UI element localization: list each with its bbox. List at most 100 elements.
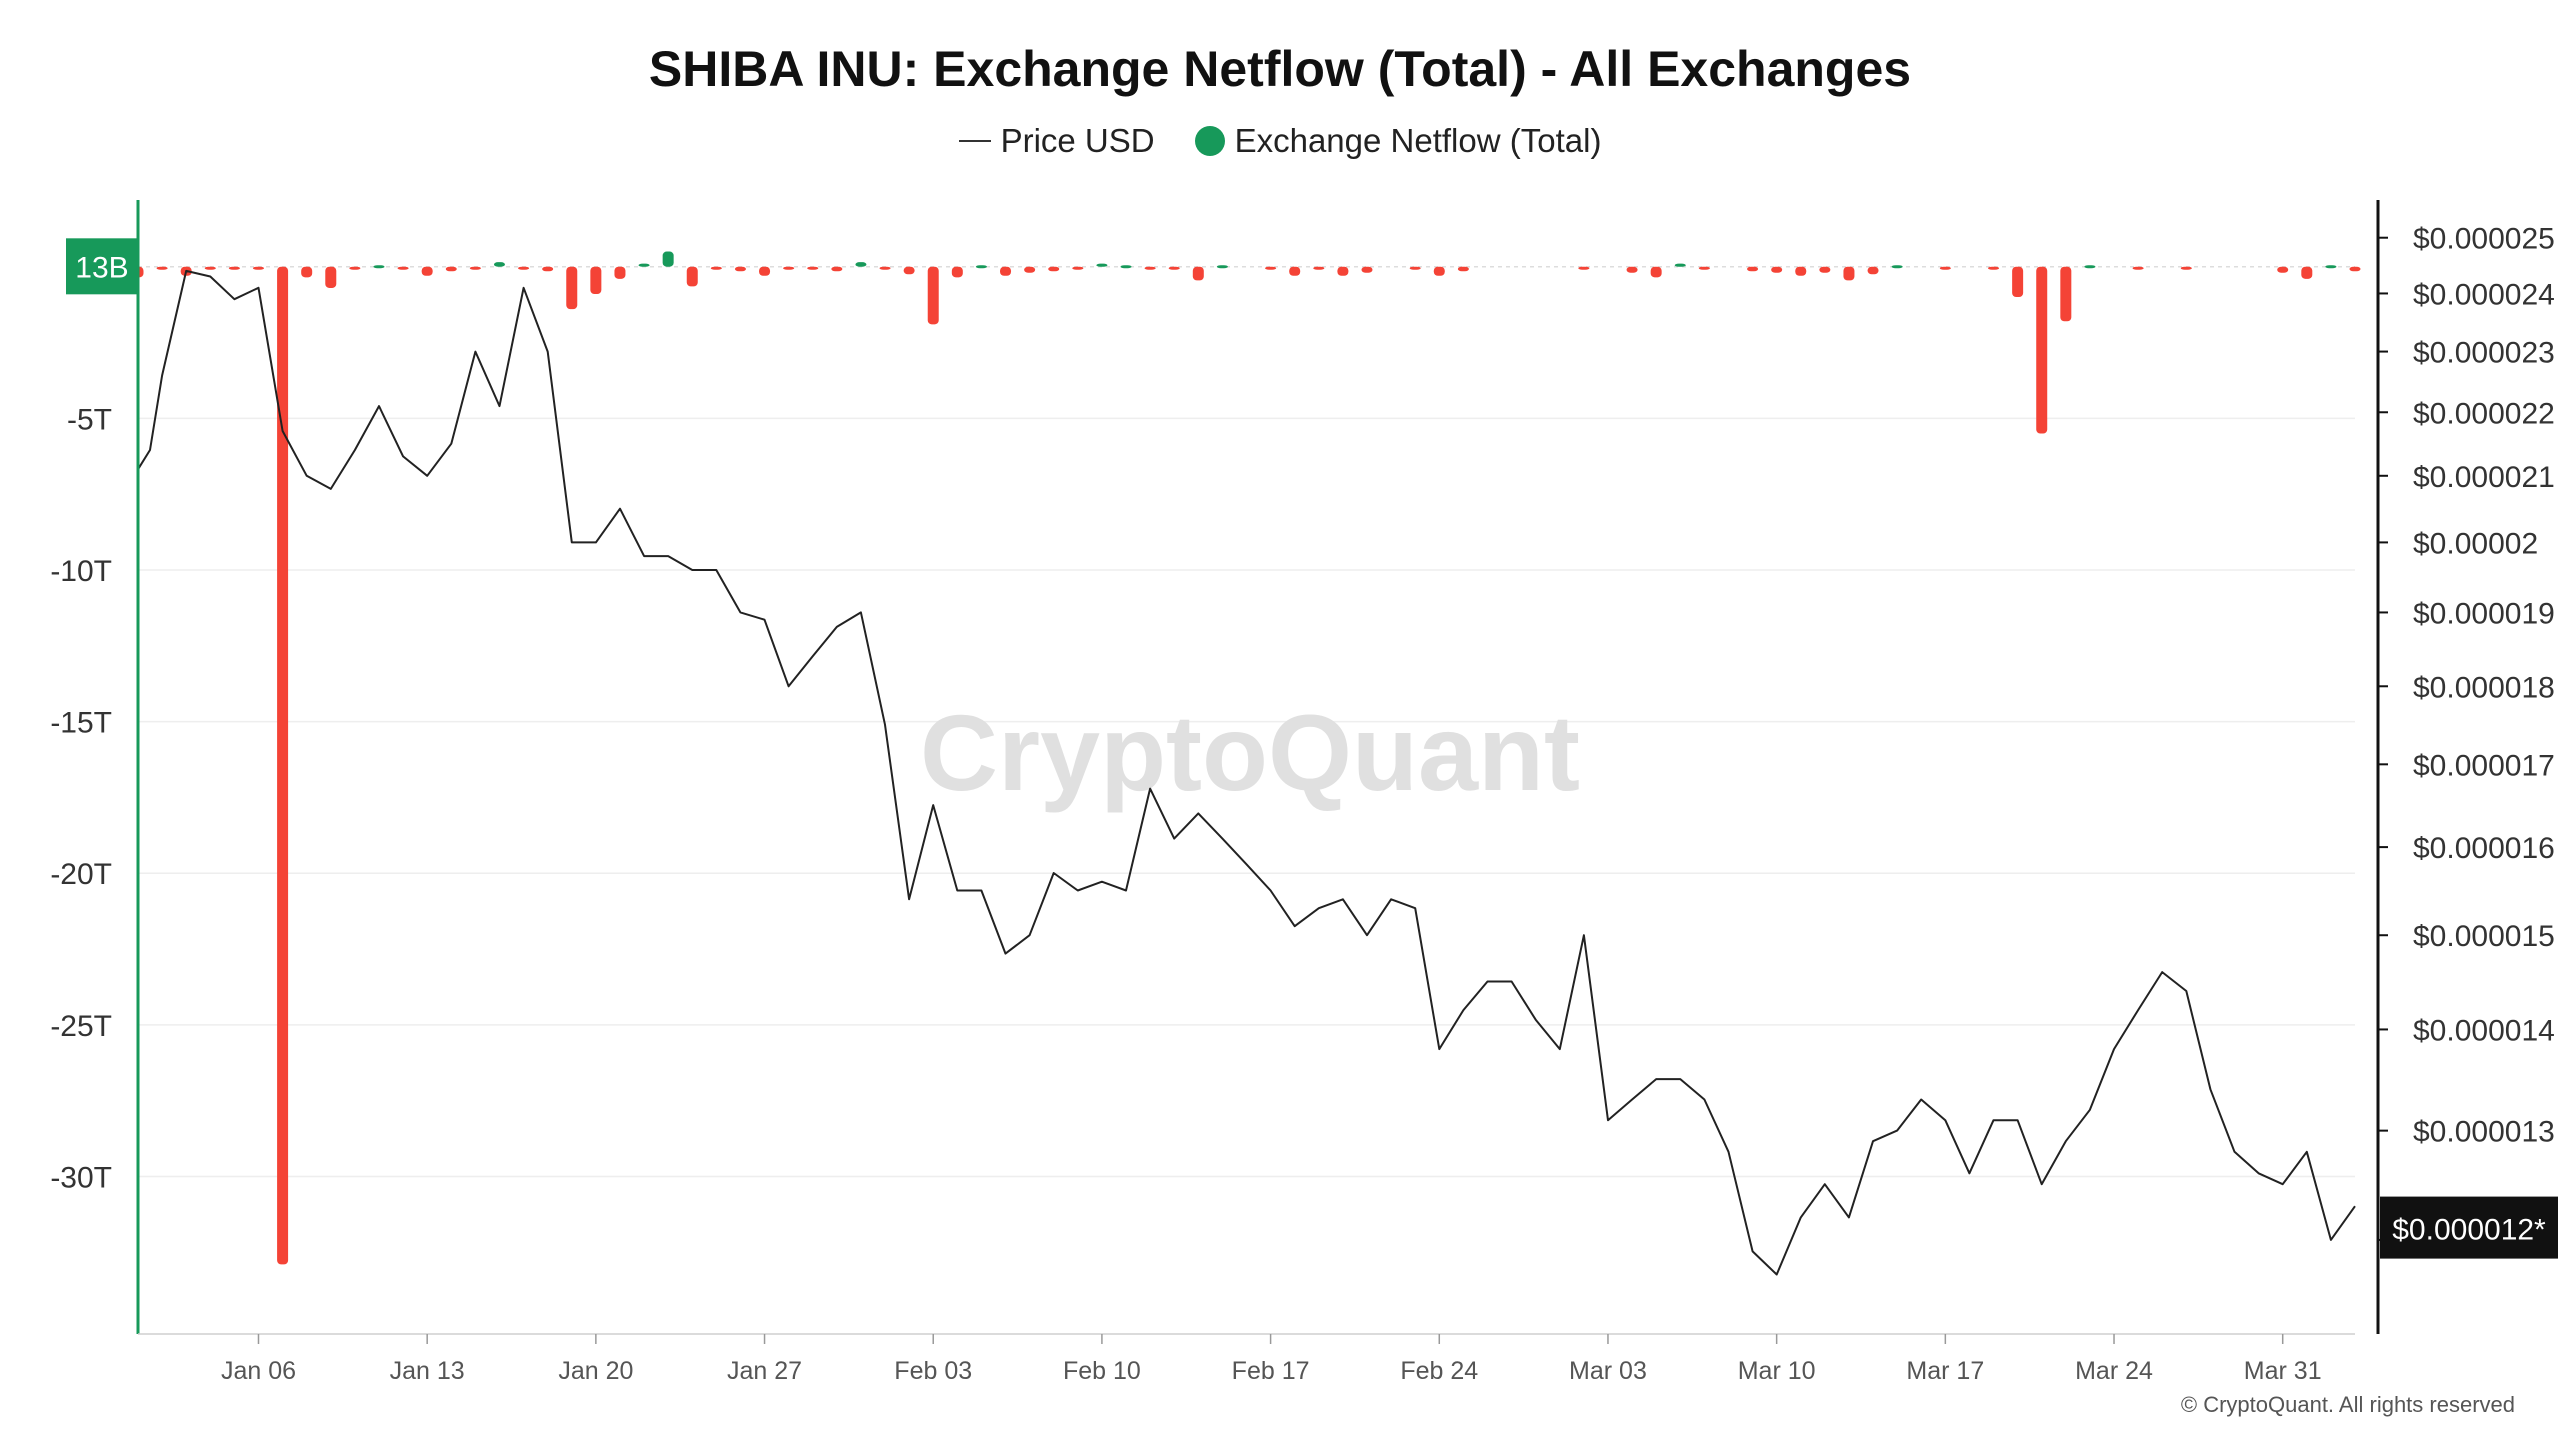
x-tick-label: Jan 20: [558, 1357, 633, 1385]
netflow-bar[interactable]: [349, 266, 361, 270]
netflow-bar[interactable]: [951, 266, 963, 278]
current-price-badge: [2380, 1196, 2558, 1259]
netflow-bar[interactable]: [1024, 266, 1036, 273]
netflow-bar[interactable]: [1988, 266, 2000, 270]
netflow-bar[interactable]: [566, 266, 578, 310]
netflow-bar[interactable]: [1867, 266, 1879, 275]
netflow-bar[interactable]: [614, 266, 626, 279]
netflow-bar[interactable]: [518, 266, 530, 270]
netflow-bar[interactable]: [1891, 265, 1903, 269]
netflow-bar[interactable]: [903, 266, 915, 275]
netflow-bar[interactable]: [2325, 265, 2337, 269]
netflow-bar[interactable]: [2277, 266, 2289, 273]
price-line[interactable]: [137, 269, 2356, 1276]
axis-badges: 13B $0.000012*: [66, 238, 2558, 1259]
netflow-bar[interactable]: [469, 266, 481, 270]
netflow-bar[interactable]: [975, 265, 987, 269]
netflow-bar[interactable]: [2132, 266, 2144, 270]
netflow-bar[interactable]: [2060, 266, 2072, 322]
right-tick-label: $0.000018: [2413, 671, 2555, 704]
left-value-badge: [66, 238, 138, 295]
netflow-bar[interactable]: [277, 266, 289, 1265]
netflow-bar[interactable]: [831, 266, 843, 272]
netflow-bar[interactable]: [1072, 266, 1084, 270]
legend-line-icon: [958, 140, 991, 142]
netflow-bar[interactable]: [301, 266, 313, 278]
netflow-bar[interactable]: [807, 266, 819, 270]
netflow-bar[interactable]: [710, 266, 722, 270]
price-line-group: [137, 269, 2356, 1276]
netflow-bar[interactable]: [1578, 266, 1590, 270]
netflow-bar[interactable]: [783, 266, 795, 270]
netflow-bar[interactable]: [2036, 266, 2048, 434]
netflow-bar[interactable]: [2084, 265, 2096, 269]
netflow-bar[interactable]: [1771, 266, 1783, 273]
netflow-bar[interactable]: [1265, 266, 1277, 270]
netflow-bar[interactable]: [879, 266, 891, 270]
netflow-bar[interactable]: [1337, 266, 1349, 276]
netflow-bar[interactable]: [2349, 266, 2361, 272]
netflow-bar[interactable]: [1361, 266, 1373, 273]
netflow-bar[interactable]: [1795, 266, 1807, 276]
netflow-bar[interactable]: [686, 266, 698, 287]
netflow-bar[interactable]: [1192, 266, 1204, 281]
netflow-bar[interactable]: [1747, 266, 1759, 272]
netflow-bar[interactable]: [1457, 266, 1469, 272]
netflow-bar[interactable]: [156, 266, 168, 270]
netflow-bar[interactable]: [590, 266, 602, 295]
x-tick-label: Feb 24: [1400, 1357, 1478, 1385]
netflow-bar[interactable]: [445, 266, 457, 272]
netflow-bar[interactable]: [1698, 266, 1710, 270]
netflow-bar[interactable]: [1843, 266, 1855, 281]
netflow-bar[interactable]: [1650, 266, 1662, 278]
netflow-bar[interactable]: [927, 266, 939, 325]
netflow-bar[interactable]: [1313, 266, 1325, 270]
netflow-bar[interactable]: [1626, 266, 1638, 273]
netflow-bar[interactable]: [204, 266, 216, 270]
netflow-bar[interactable]: [2012, 266, 2024, 298]
right-tick-label: $0.000024: [2413, 278, 2555, 311]
netflow-bar[interactable]: [421, 266, 433, 276]
netflow-bar[interactable]: [373, 265, 385, 269]
chart-legend: Price USD Exchange Netflow (Total): [0, 122, 2560, 160]
x-tick-label: Jan 27: [727, 1357, 802, 1385]
netflow-bar[interactable]: [1674, 263, 1686, 267]
x-tick-label: Feb 17: [1232, 1357, 1310, 1385]
netflow-bar[interactable]: [1144, 266, 1156, 270]
netflow-bar[interactable]: [1433, 266, 1445, 276]
netflow-bar[interactable]: [1096, 263, 1108, 267]
netflow-bar[interactable]: [397, 266, 409, 270]
right-tick-label: $0.00002: [2413, 527, 2538, 560]
current-price-badge-label: $0.000012*: [2392, 1214, 2546, 1247]
netflow-bar[interactable]: [734, 266, 746, 272]
left-tick-label: -10T: [50, 555, 112, 588]
netflow-bar[interactable]: [252, 266, 264, 270]
netflow-bar[interactable]: [1939, 266, 1951, 270]
netflow-bar[interactable]: [325, 266, 337, 288]
netflow-bar[interactable]: [1048, 266, 1060, 272]
right-tick-label: $0.000022: [2413, 397, 2555, 430]
netflow-bar[interactable]: [493, 262, 505, 267]
left-tick-label: -30T: [50, 1161, 112, 1194]
netflow-bar[interactable]: [662, 251, 674, 267]
netflow-bar[interactable]: [228, 266, 240, 270]
netflow-bar[interactable]: [2301, 266, 2313, 279]
legend-item-netflow[interactable]: Exchange Netflow (Total): [1194, 122, 1601, 160]
netflow-bar[interactable]: [1289, 266, 1301, 276]
netflow-bar[interactable]: [1819, 266, 1831, 273]
legend-item-price[interactable]: Price USD: [958, 122, 1155, 160]
netflow-bar[interactable]: [638, 263, 650, 267]
netflow-bar[interactable]: [1168, 266, 1180, 270]
netflow-bar[interactable]: [1120, 265, 1132, 269]
netflow-bar[interactable]: [1216, 265, 1228, 269]
netflow-bar[interactable]: [1000, 266, 1012, 276]
right-tick-label: $0.000023: [2413, 337, 2555, 370]
netflow-bar[interactable]: [542, 266, 554, 272]
copyright-text: © CryptoQuant. All rights reserved: [2180, 1392, 2515, 1417]
netflow-bar[interactable]: [2180, 266, 2192, 270]
netflow-bar[interactable]: [1409, 266, 1421, 270]
netflow-bar[interactable]: [759, 266, 771, 276]
x-tick-label: Mar 10: [1738, 1357, 1816, 1385]
right-tick-label: $0.000014: [2413, 1014, 2555, 1047]
netflow-bar[interactable]: [855, 262, 867, 267]
